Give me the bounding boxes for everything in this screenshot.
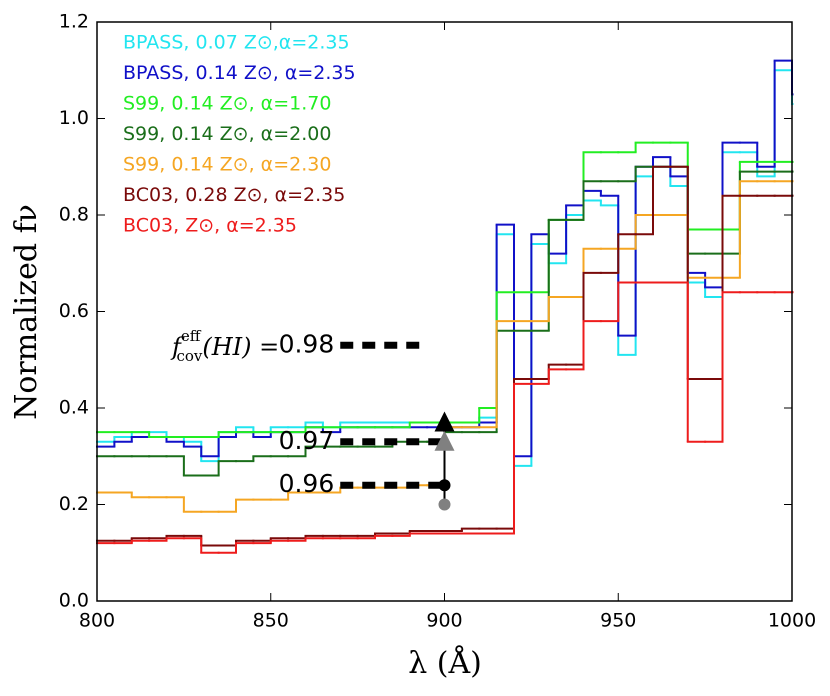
level-label: 0.97 (279, 426, 335, 455)
legend-entry: BPASS, 0.07 Z⊙,α=2.35 (123, 32, 350, 54)
y-tick-label: 0.4 (59, 397, 89, 419)
y-tick-label: 0.8 (59, 204, 89, 226)
legend-entry: BC03, Z⊙, α=2.35 (123, 215, 297, 237)
covering-sub: cov (176, 347, 202, 365)
level-label: 0.98 (279, 329, 335, 358)
legend-entry: BPASS, 0.14 Z⊙, α=2.35 (123, 62, 356, 84)
y-tick-label: 1.0 (59, 107, 89, 129)
x-axis-label: λ (Å) (408, 645, 482, 681)
covering-label: feff cov(HI) = (170, 327, 279, 365)
y-tick-label: 0.6 (59, 300, 89, 322)
covering-rest: (HI) = (202, 333, 279, 361)
marker-triangle (434, 430, 455, 451)
x-tick-label: 1000 (768, 610, 816, 632)
legend-entry: S99, 0.14 Z⊙, α=2.30 (123, 154, 331, 176)
marker-circle (438, 479, 451, 492)
y-tick-label: 1.2 (59, 11, 89, 33)
x-tick-label: 950 (600, 610, 636, 632)
y-tick-label: 0.2 (59, 493, 89, 515)
y-tick-label: 0.0 (59, 590, 89, 612)
legend-entry: BC03, 0.28 Z⊙, α=2.35 (123, 184, 345, 206)
level-label: 0.96 (279, 469, 335, 498)
marker-triangle (434, 411, 455, 432)
plot-lines (96, 59, 794, 554)
x-tick-label: 900 (426, 610, 462, 632)
covering-sup: eff (181, 327, 202, 345)
plot-frame (96, 21, 793, 602)
x-tick-label: 850 (253, 610, 289, 632)
legend-entry: S99, 0.14 Z⊙, α=1.70 (123, 93, 331, 115)
legend-entry: S99, 0.14 Z⊙, α=2.00 (123, 123, 331, 145)
x-tick-label: 800 (79, 610, 115, 632)
marker-circle (438, 498, 451, 511)
y-axis-label: Normalized fν (9, 204, 44, 420)
